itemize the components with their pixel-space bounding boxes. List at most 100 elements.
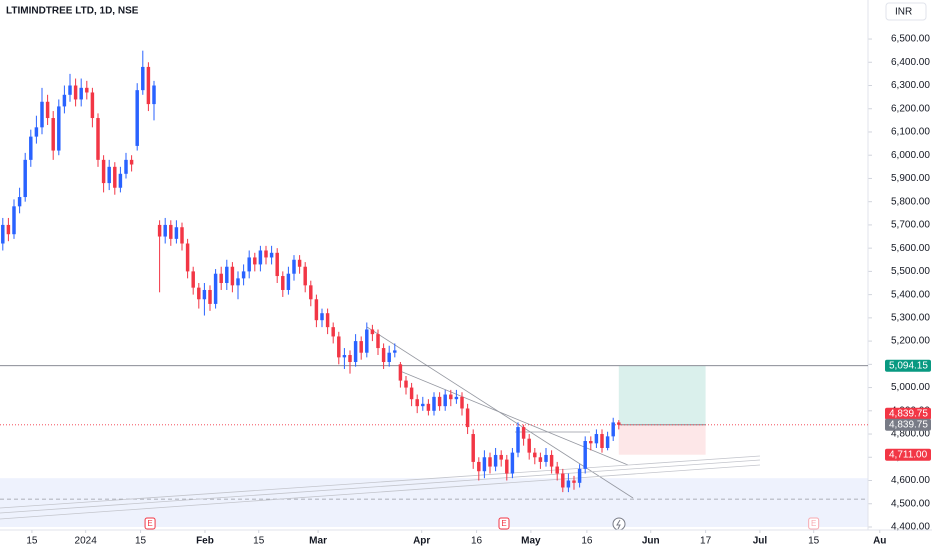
y-tick-label: 6,200.00 bbox=[891, 103, 930, 114]
stop-zone bbox=[618, 424, 706, 455]
candle-body bbox=[107, 166, 111, 184]
candle-body bbox=[12, 206, 16, 235]
channel-line bbox=[0, 455, 761, 509]
candle-body bbox=[549, 454, 554, 467]
candle-body bbox=[454, 396, 459, 400]
candle-body bbox=[152, 85, 156, 105]
candle-body bbox=[365, 329, 369, 353]
candle-body bbox=[381, 348, 386, 363]
candle-body bbox=[583, 441, 587, 469]
candle-body bbox=[331, 327, 335, 337]
candle-body bbox=[241, 271, 246, 279]
candle-body bbox=[253, 257, 257, 265]
candle-body bbox=[572, 480, 576, 483]
candle-body bbox=[23, 159, 27, 198]
candle-body bbox=[185, 243, 190, 272]
candle-body bbox=[286, 273, 291, 290]
y-tick-label: 5,800.00 bbox=[891, 196, 930, 207]
candle-body bbox=[566, 480, 571, 488]
candle-body bbox=[40, 101, 44, 128]
candle-body bbox=[230, 266, 235, 286]
candle-body bbox=[337, 336, 341, 358]
candle-body bbox=[370, 329, 375, 335]
event-label: E bbox=[147, 519, 152, 528]
x-tick-label: 15 bbox=[26, 536, 38, 547]
y-tick-label: 4,500.00 bbox=[891, 498, 930, 509]
price-label-bg bbox=[885, 407, 931, 420]
candle-body bbox=[17, 197, 22, 207]
candle-body bbox=[269, 252, 274, 258]
y-tick-label: 6,300.00 bbox=[891, 80, 930, 91]
y-tick-label: 4,600.00 bbox=[891, 475, 930, 486]
candle-body bbox=[325, 313, 330, 328]
candle-body bbox=[320, 313, 324, 321]
candle-body bbox=[297, 259, 302, 267]
y-tick-label: 6,500.00 bbox=[891, 34, 930, 45]
candle-body bbox=[577, 468, 582, 483]
candle-body bbox=[96, 118, 100, 160]
currency[interactable]: INR bbox=[895, 7, 912, 18]
candle-body bbox=[398, 364, 403, 381]
candle-body bbox=[561, 473, 565, 488]
candle-body bbox=[1, 224, 5, 244]
candle-body bbox=[169, 224, 173, 239]
candle-body bbox=[51, 118, 55, 151]
x-tick-label: Mar bbox=[309, 536, 327, 547]
candle-body bbox=[124, 159, 128, 174]
candle-body bbox=[465, 408, 470, 428]
candle-body bbox=[281, 276, 285, 290]
candle-body bbox=[393, 350, 397, 353]
candle-body bbox=[477, 461, 481, 472]
currency-button[interactable] bbox=[885, 2, 927, 21]
candle-body bbox=[85, 87, 89, 93]
candle-body bbox=[460, 396, 464, 409]
candle-body bbox=[617, 422, 621, 425]
x-tick-label: Jun bbox=[642, 536, 660, 547]
candle-body bbox=[180, 227, 184, 244]
candle-body bbox=[555, 466, 559, 474]
candle-body bbox=[34, 127, 39, 137]
candle-body bbox=[113, 166, 117, 188]
price-label: 4,711.00 bbox=[889, 449, 928, 460]
event-marker bbox=[808, 517, 820, 530]
channel-line bbox=[0, 459, 761, 514]
candle-body bbox=[589, 441, 593, 444]
candle-body bbox=[208, 289, 212, 304]
candle-body bbox=[544, 454, 548, 462]
candle-body bbox=[6, 224, 11, 235]
candle-body bbox=[527, 438, 531, 453]
candle-body bbox=[499, 454, 503, 460]
candle-body bbox=[45, 101, 50, 119]
y-tick-label: 6,100.00 bbox=[891, 127, 930, 138]
candle-body bbox=[101, 159, 106, 184]
candle-body bbox=[449, 394, 453, 400]
candle-body bbox=[309, 285, 313, 300]
x-tick-label: Au bbox=[873, 536, 886, 547]
x-tick-label: 16 bbox=[581, 536, 593, 547]
candle-body bbox=[292, 259, 296, 274]
channel-line bbox=[0, 464, 761, 520]
price-label: 4,839.75 bbox=[889, 408, 928, 419]
candle-body bbox=[303, 266, 307, 286]
event-label: E bbox=[811, 519, 816, 528]
candle-body bbox=[353, 341, 358, 363]
y-tick-label: 4,400.00 bbox=[891, 522, 930, 533]
candle-body bbox=[90, 92, 95, 119]
target-zone bbox=[618, 365, 706, 425]
candle-body bbox=[275, 252, 279, 277]
chart-title: LTIMINDTREE LTD, 1D, NSE bbox=[6, 6, 139, 17]
candle-body bbox=[516, 427, 520, 453]
candle-body bbox=[376, 334, 380, 349]
candle-body bbox=[202, 289, 207, 300]
candle-body bbox=[342, 355, 347, 358]
x-tick-label: 2024 bbox=[75, 536, 98, 547]
candle-body bbox=[443, 394, 447, 407]
candle-body bbox=[314, 299, 319, 321]
candle-body bbox=[387, 352, 391, 363]
candle-body bbox=[437, 396, 442, 407]
candle-body bbox=[197, 287, 201, 300]
y-tick-label: 6,400.00 bbox=[891, 57, 930, 68]
y-tick-label: 5,900.00 bbox=[891, 173, 930, 184]
drawings bbox=[0, 326, 761, 520]
price-label-bg bbox=[885, 448, 931, 461]
